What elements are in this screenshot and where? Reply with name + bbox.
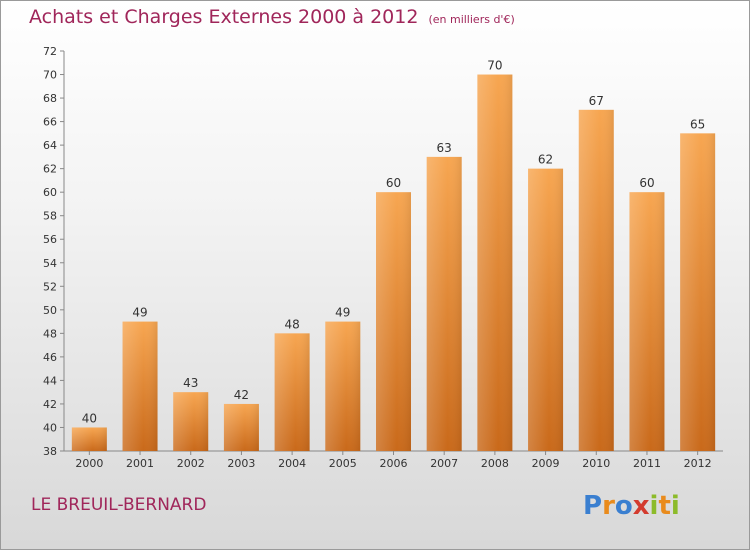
x-tick-label: 2004 <box>278 457 306 470</box>
bar-highlight <box>376 192 411 452</box>
bar-value-label: 40 <box>82 411 97 425</box>
logo-letter: i <box>670 491 680 521</box>
y-tick-label: 66 <box>43 116 57 129</box>
x-tick-label: 2009 <box>532 457 560 470</box>
bar-highlight <box>223 403 259 451</box>
y-tick-label: 68 <box>43 92 57 105</box>
bar-highlight <box>71 427 107 451</box>
bar-highlight <box>426 156 462 451</box>
y-tick-label: 46 <box>43 351 57 364</box>
bar-highlight <box>274 333 310 451</box>
y-tick-label: 48 <box>43 327 57 340</box>
bar-value-label: 60 <box>386 176 401 190</box>
bar-value-label: 70 <box>487 59 502 73</box>
logo-letter: r <box>602 491 615 521</box>
bar-series: 40 49 43 42 48 49 60 63 70 62 67 60 65 <box>71 59 716 452</box>
bar-value-label: 48 <box>284 317 299 331</box>
y-tick-label: 58 <box>43 210 57 223</box>
y-tick-label: 60 <box>43 186 57 199</box>
bar-highlight <box>122 321 158 451</box>
proxiti-logo: Proxiti <box>583 491 680 521</box>
x-tick-label: 2003 <box>227 457 255 470</box>
x-tick-label: 2001 <box>126 457 154 470</box>
bar-value-label: 63 <box>437 141 452 155</box>
y-tick-label: 44 <box>43 374 57 387</box>
title-block: Achats et Charges Externes 2000 à 2012 (e… <box>29 6 515 28</box>
logo-letter: t <box>658 491 671 521</box>
chart-subtitle: (en milliers d'€) <box>428 13 515 26</box>
bar-value-label: 60 <box>639 176 654 190</box>
x-tick-label: 2010 <box>582 457 610 470</box>
y-tick-label: 56 <box>43 233 57 246</box>
logo-letter: i <box>649 491 659 521</box>
y-tick-label: 42 <box>43 398 57 411</box>
bar-highlight <box>578 109 614 451</box>
x-tick-label: 2002 <box>177 457 205 470</box>
y-tick-label: 52 <box>43 280 57 293</box>
bar-value-label: 65 <box>690 117 705 131</box>
bar-value-label: 42 <box>234 388 249 402</box>
x-tick-label: 2011 <box>633 457 661 470</box>
y-tick-label: 72 <box>43 45 57 58</box>
y-tick-label: 38 <box>43 445 57 458</box>
y-tick-label: 62 <box>43 163 57 176</box>
commune-name: LE BREUIL-BERNARD <box>31 495 207 515</box>
x-tick-label: 2012 <box>684 457 712 470</box>
logo-letter: o <box>614 491 633 521</box>
bar-value-label: 49 <box>335 306 350 320</box>
bar-value-label: 49 <box>132 306 147 320</box>
bar-highlight <box>680 133 716 451</box>
y-tick-label: 50 <box>43 304 57 317</box>
y-tick-label: 70 <box>43 69 57 82</box>
x-tick-label: 2005 <box>329 457 357 470</box>
logo-letter: P <box>583 491 603 521</box>
x-axis: 2000 2001 2002 2003 2004 2005 2006 2007 2008 2009… <box>64 450 723 470</box>
x-tick-label: 2000 <box>75 457 103 470</box>
bar-highlight <box>528 168 564 451</box>
x-tick-label: 2006 <box>380 457 408 470</box>
bar-value-label: 62 <box>538 153 553 167</box>
x-tick-label: 2008 <box>481 457 509 470</box>
bar-highlight <box>477 74 513 451</box>
chart-title: Achats et Charges Externes 2000 à 2012 <box>29 6 419 28</box>
bar-highlight <box>629 192 665 452</box>
y-tick-label: 64 <box>43 139 57 152</box>
bar-value-label: 43 <box>183 376 198 390</box>
logo-letter: x <box>632 491 650 521</box>
bar-value-label: 67 <box>589 94 604 108</box>
bar-highlight <box>173 392 209 451</box>
y-tick-label: 54 <box>43 257 57 270</box>
x-tick-label: 2007 <box>430 457 458 470</box>
bar-highlight <box>325 321 361 451</box>
y-axis: 38 40 42 44 46 48 50 52 54 56 58 60 62 64 66 68 70 72 <box>43 45 65 458</box>
y-tick-label: 40 <box>43 421 57 434</box>
